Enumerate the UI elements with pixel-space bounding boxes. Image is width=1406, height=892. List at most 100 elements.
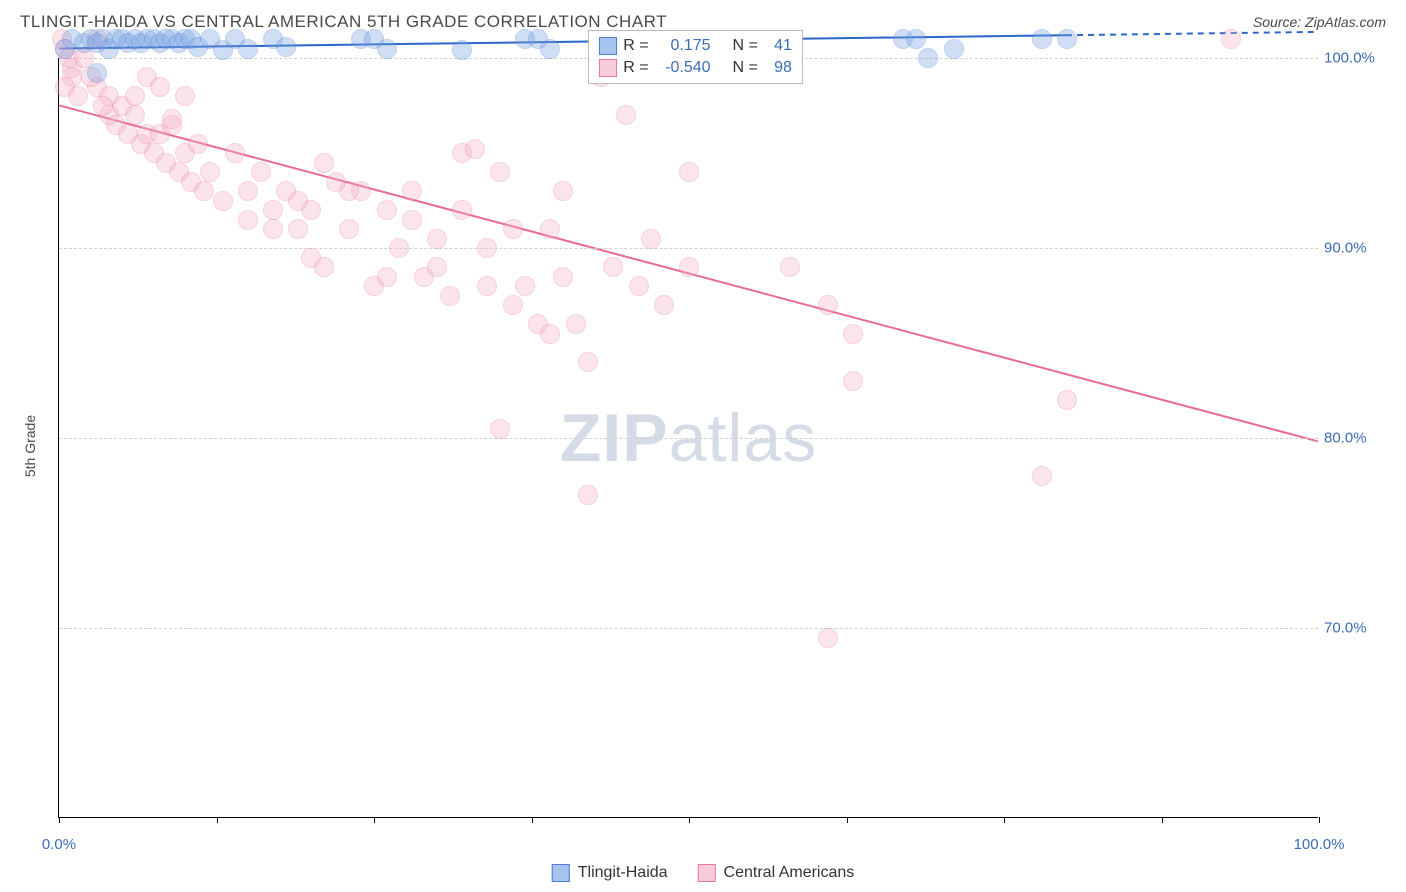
scatter-point-central-american xyxy=(818,628,838,648)
scatter-point-tlingit-haida xyxy=(944,39,964,59)
chart-legend: Tlingit-Haida Central Americans xyxy=(552,864,855,882)
scatter-point-central-american xyxy=(1057,390,1077,410)
y-axis-title: 5th Grade xyxy=(22,415,38,477)
gridline xyxy=(59,628,1318,629)
scatter-point-tlingit-haida xyxy=(906,29,926,49)
scatter-plot-area: ZIPatlas 70.0%80.0%90.0%100.0%0.0%100.0%… xyxy=(58,58,1318,818)
stats-r-value: -0.540 xyxy=(655,59,711,77)
stats-row: R = -0.540N = 98 xyxy=(599,57,792,79)
scatter-point-tlingit-haida xyxy=(276,37,296,57)
scatter-point-tlingit-haida xyxy=(540,39,560,59)
x-tick xyxy=(1319,817,1320,823)
stats-n-value: 98 xyxy=(764,59,792,77)
y-tick-label: 100.0% xyxy=(1324,50,1384,67)
scatter-point-central-american xyxy=(629,276,649,296)
scatter-point-central-american xyxy=(578,485,598,505)
scatter-point-central-american xyxy=(679,257,699,277)
scatter-point-central-american xyxy=(553,267,573,287)
legend-label: Central Americans xyxy=(724,864,855,882)
scatter-point-central-american xyxy=(490,162,510,182)
gridline xyxy=(59,438,1318,439)
scatter-point-central-american xyxy=(194,181,214,201)
y-tick-label: 70.0% xyxy=(1324,620,1384,637)
scatter-point-tlingit-haida xyxy=(87,63,107,83)
x-tick xyxy=(1162,817,1163,823)
scatter-point-central-american xyxy=(402,181,422,201)
stats-r-value: 0.175 xyxy=(655,37,711,55)
scatter-point-central-american xyxy=(503,295,523,315)
stats-row: R = 0.175 N = 41 xyxy=(599,35,792,57)
scatter-point-central-american xyxy=(162,109,182,129)
scatter-point-central-american xyxy=(540,324,560,344)
x-tick xyxy=(847,817,848,823)
stats-n-value: 41 xyxy=(764,37,792,55)
legend-item: Central Americans xyxy=(698,864,855,882)
x-tick-label: 0.0% xyxy=(42,836,76,853)
scatter-point-central-american xyxy=(377,267,397,287)
scatter-point-tlingit-haida xyxy=(238,39,258,59)
scatter-point-central-american xyxy=(641,229,661,249)
scatter-point-central-american xyxy=(288,219,308,239)
stats-swatch xyxy=(599,37,617,55)
stats-r-label: R = xyxy=(623,59,648,77)
scatter-point-central-american xyxy=(553,181,573,201)
scatter-point-central-american xyxy=(314,257,334,277)
scatter-point-central-american xyxy=(188,134,208,154)
scatter-point-central-american xyxy=(440,286,460,306)
scatter-point-central-american xyxy=(452,200,472,220)
scatter-point-central-american xyxy=(263,219,283,239)
stats-r-label: R = xyxy=(623,37,648,55)
scatter-point-central-american xyxy=(402,210,422,230)
scatter-point-central-american xyxy=(477,238,497,258)
x-tick xyxy=(217,817,218,823)
scatter-point-central-american xyxy=(603,257,623,277)
scatter-point-central-american xyxy=(150,77,170,97)
legend-label: Tlingit-Haida xyxy=(578,864,668,882)
scatter-point-central-american xyxy=(389,238,409,258)
x-tick xyxy=(59,817,60,823)
x-tick xyxy=(532,817,533,823)
scatter-point-central-american xyxy=(1221,29,1241,49)
legend-swatch xyxy=(698,864,716,882)
scatter-point-central-american xyxy=(263,200,283,220)
scatter-point-central-american xyxy=(490,419,510,439)
source-name: ZipAtlas.com xyxy=(1305,14,1386,30)
scatter-point-central-american xyxy=(578,352,598,372)
x-tick xyxy=(374,817,375,823)
legend-item: Tlingit-Haida xyxy=(552,864,668,882)
scatter-point-tlingit-haida xyxy=(918,48,938,68)
scatter-point-central-american xyxy=(780,257,800,277)
x-tick xyxy=(689,817,690,823)
x-tick xyxy=(1004,817,1005,823)
scatter-point-central-american xyxy=(339,181,359,201)
scatter-point-central-american xyxy=(515,276,535,296)
scatter-point-tlingit-haida xyxy=(377,39,397,59)
scatter-point-central-american xyxy=(125,105,145,125)
scatter-point-tlingit-haida xyxy=(1032,29,1052,49)
x-tick-label: 100.0% xyxy=(1294,836,1345,853)
scatter-point-central-american xyxy=(68,86,88,106)
scatter-point-central-american xyxy=(427,257,447,277)
legend-swatch xyxy=(552,864,570,882)
scatter-point-central-american xyxy=(238,210,258,230)
stats-n-label: N = xyxy=(733,37,758,55)
y-tick-label: 80.0% xyxy=(1324,430,1384,447)
gridline xyxy=(59,248,1318,249)
scatter-point-central-american xyxy=(654,295,674,315)
source-prefix: Source: xyxy=(1253,14,1305,30)
scatter-point-central-american xyxy=(288,191,308,211)
scatter-point-central-american xyxy=(125,86,145,106)
y-tick-label: 90.0% xyxy=(1324,240,1384,257)
scatter-point-central-american xyxy=(238,181,258,201)
correlation-stats-box: R = 0.175 N = 41 R = -0.540N = 98 xyxy=(588,30,803,84)
scatter-point-central-american xyxy=(843,371,863,391)
scatter-point-central-american xyxy=(566,314,586,334)
scatter-point-tlingit-haida xyxy=(452,40,472,60)
scatter-point-central-american xyxy=(427,229,447,249)
scatter-point-central-american xyxy=(503,219,523,239)
scatter-point-central-american xyxy=(251,162,271,182)
scatter-point-central-american xyxy=(225,143,245,163)
scatter-point-central-american xyxy=(1032,466,1052,486)
source-attribution: Source: ZipAtlas.com xyxy=(1253,14,1386,30)
scatter-point-central-american xyxy=(843,324,863,344)
